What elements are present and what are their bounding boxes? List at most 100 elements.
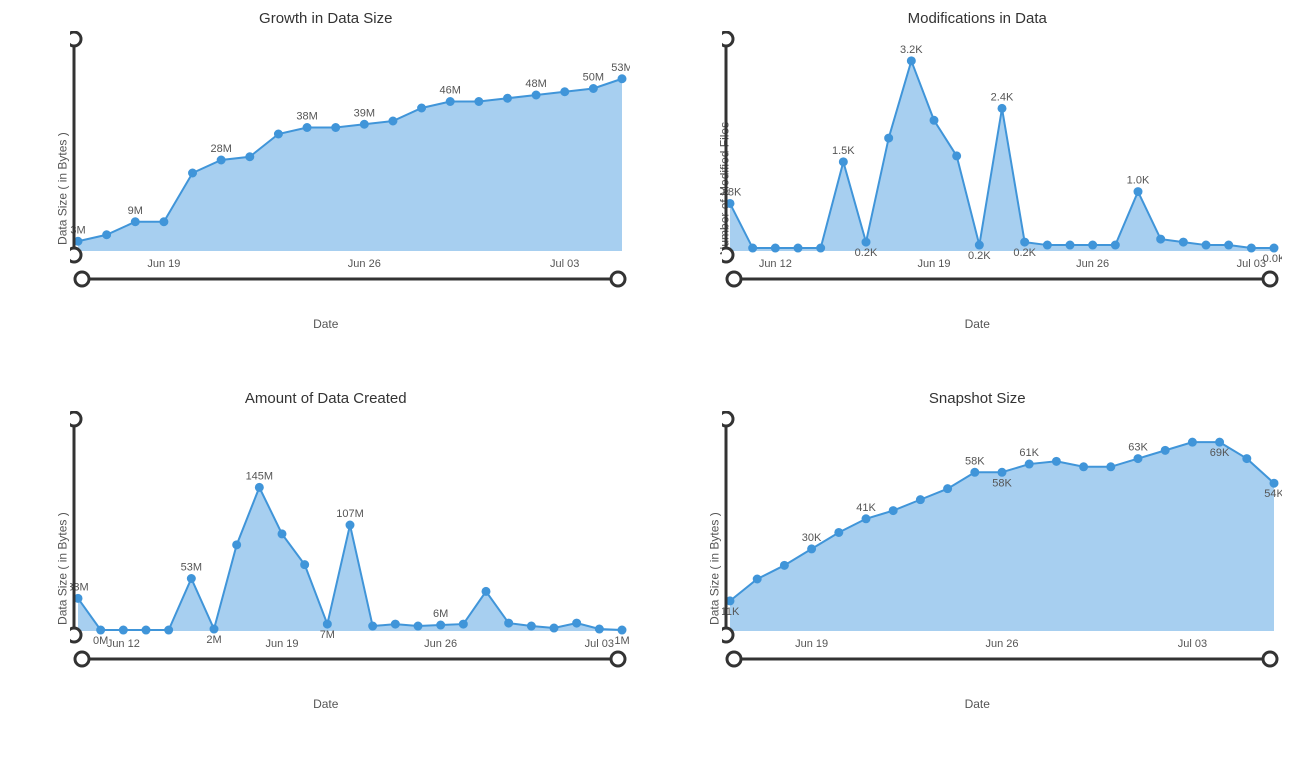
data-point[interactable] <box>1134 455 1141 462</box>
x-axis-handle-right[interactable] <box>1263 652 1277 666</box>
data-point[interactable] <box>839 158 846 165</box>
data-point[interactable] <box>279 530 286 537</box>
data-point[interactable] <box>483 588 490 595</box>
data-point[interactable] <box>817 245 824 252</box>
data-point[interactable] <box>1202 242 1209 249</box>
data-point[interactable] <box>619 75 626 82</box>
y-axis-handle-bottom[interactable] <box>722 248 733 262</box>
data-point[interactable] <box>447 98 454 105</box>
data-point[interactable] <box>1043 242 1050 249</box>
x-axis-handle-left[interactable] <box>727 272 741 286</box>
chart-plot-area[interactable]: 11K30K41K58K58K61K63K69K54K20K40K60KJun … <box>722 411 1284 691</box>
data-point[interactable] <box>780 562 787 569</box>
y-axis-handle-top[interactable] <box>70 412 81 426</box>
data-point[interactable] <box>889 507 896 514</box>
data-point[interactable] <box>862 515 869 522</box>
chart-plot-area[interactable]: 0.8K1.5K0.2K3.2K0.2K2.4K0.2K1.0K0.0K0K1K… <box>722 31 1284 311</box>
data-point[interactable] <box>998 105 1005 112</box>
x-axis-handle-left[interactable] <box>75 272 89 286</box>
data-point[interactable] <box>975 242 982 249</box>
data-point[interactable] <box>596 626 603 633</box>
data-point[interactable] <box>619 627 626 634</box>
data-point[interactable] <box>189 170 196 177</box>
data-point[interactable] <box>533 92 540 99</box>
data-point[interactable] <box>771 245 778 252</box>
data-point[interactable] <box>794 245 801 252</box>
data-point[interactable] <box>392 621 399 628</box>
data-point[interactable] <box>504 95 511 102</box>
data-point[interactable] <box>415 623 422 630</box>
data-point[interactable] <box>233 541 240 548</box>
y-axis-handle-top[interactable] <box>70 32 81 46</box>
data-point[interactable] <box>120 627 127 634</box>
data-point[interactable] <box>944 485 951 492</box>
data-point[interactable] <box>347 522 354 529</box>
data-point[interactable] <box>369 623 376 630</box>
data-point[interactable] <box>97 627 104 634</box>
data-point[interactable] <box>132 218 139 225</box>
data-point[interactable] <box>573 620 580 627</box>
data-point[interactable] <box>332 124 339 131</box>
data-point[interactable] <box>246 153 253 160</box>
data-point[interactable] <box>1247 245 1254 252</box>
data-point[interactable] <box>75 238 82 245</box>
data-point[interactable] <box>1270 245 1277 252</box>
data-point[interactable] <box>551 625 558 632</box>
data-point[interactable] <box>301 561 308 568</box>
x-axis-handle-right[interactable] <box>611 652 625 666</box>
data-point[interactable] <box>808 545 815 552</box>
data-point[interactable] <box>907 57 914 64</box>
data-point[interactable] <box>1270 480 1277 487</box>
data-point[interactable] <box>835 529 842 536</box>
data-point[interactable] <box>971 469 978 476</box>
data-point[interactable] <box>1225 242 1232 249</box>
data-point[interactable] <box>143 627 150 634</box>
data-point[interactable] <box>256 484 263 491</box>
x-axis-handle-left[interactable] <box>727 652 741 666</box>
data-point[interactable] <box>1089 242 1096 249</box>
chart-plot-area[interactable]: 33M0M53M2M145M7M107M6M1M0M50M100M150M200… <box>70 411 632 691</box>
data-point[interactable] <box>749 245 756 252</box>
data-point[interactable] <box>1179 239 1186 246</box>
data-point[interactable] <box>590 85 597 92</box>
y-axis-handle-bottom[interactable] <box>70 248 81 262</box>
chart-plot-area[interactable]: 3M9M28M38M39M46M48M50M53M0M20M40M60MJun … <box>70 31 632 311</box>
data-point[interactable] <box>304 124 311 131</box>
data-point[interactable] <box>726 200 733 207</box>
data-point[interactable] <box>1216 439 1223 446</box>
data-point[interactable] <box>437 622 444 629</box>
data-point[interactable] <box>1243 455 1250 462</box>
data-point[interactable] <box>753 576 760 583</box>
data-point[interactable] <box>1066 242 1073 249</box>
data-point[interactable] <box>165 627 172 634</box>
data-point[interactable] <box>1080 463 1087 470</box>
data-point[interactable] <box>1188 439 1195 446</box>
data-point[interactable] <box>1157 236 1164 243</box>
data-point[interactable] <box>1134 188 1141 195</box>
data-point[interactable] <box>188 575 195 582</box>
data-point[interactable] <box>361 121 368 128</box>
data-point[interactable] <box>1025 461 1032 468</box>
data-point[interactable] <box>505 620 512 627</box>
data-point[interactable] <box>211 626 218 633</box>
y-axis-handle-bottom[interactable] <box>70 628 81 642</box>
data-point[interactable] <box>75 595 82 602</box>
data-point[interactable] <box>561 88 568 95</box>
data-point[interactable] <box>418 105 425 112</box>
y-axis-handle-top[interactable] <box>722 32 733 46</box>
data-point[interactable] <box>528 623 535 630</box>
data-point[interactable] <box>1161 447 1168 454</box>
data-point[interactable] <box>324 621 331 628</box>
data-point[interactable] <box>389 118 396 125</box>
data-point[interactable] <box>862 239 869 246</box>
data-point[interactable] <box>998 469 1005 476</box>
data-point[interactable] <box>275 131 282 138</box>
data-point[interactable] <box>1052 458 1059 465</box>
data-point[interactable] <box>726 597 733 604</box>
x-axis-handle-left[interactable] <box>75 652 89 666</box>
data-point[interactable] <box>103 231 110 238</box>
data-point[interactable] <box>885 135 892 142</box>
x-axis-handle-right[interactable] <box>611 272 625 286</box>
data-point[interactable] <box>218 157 225 164</box>
x-axis-handle-right[interactable] <box>1263 272 1277 286</box>
